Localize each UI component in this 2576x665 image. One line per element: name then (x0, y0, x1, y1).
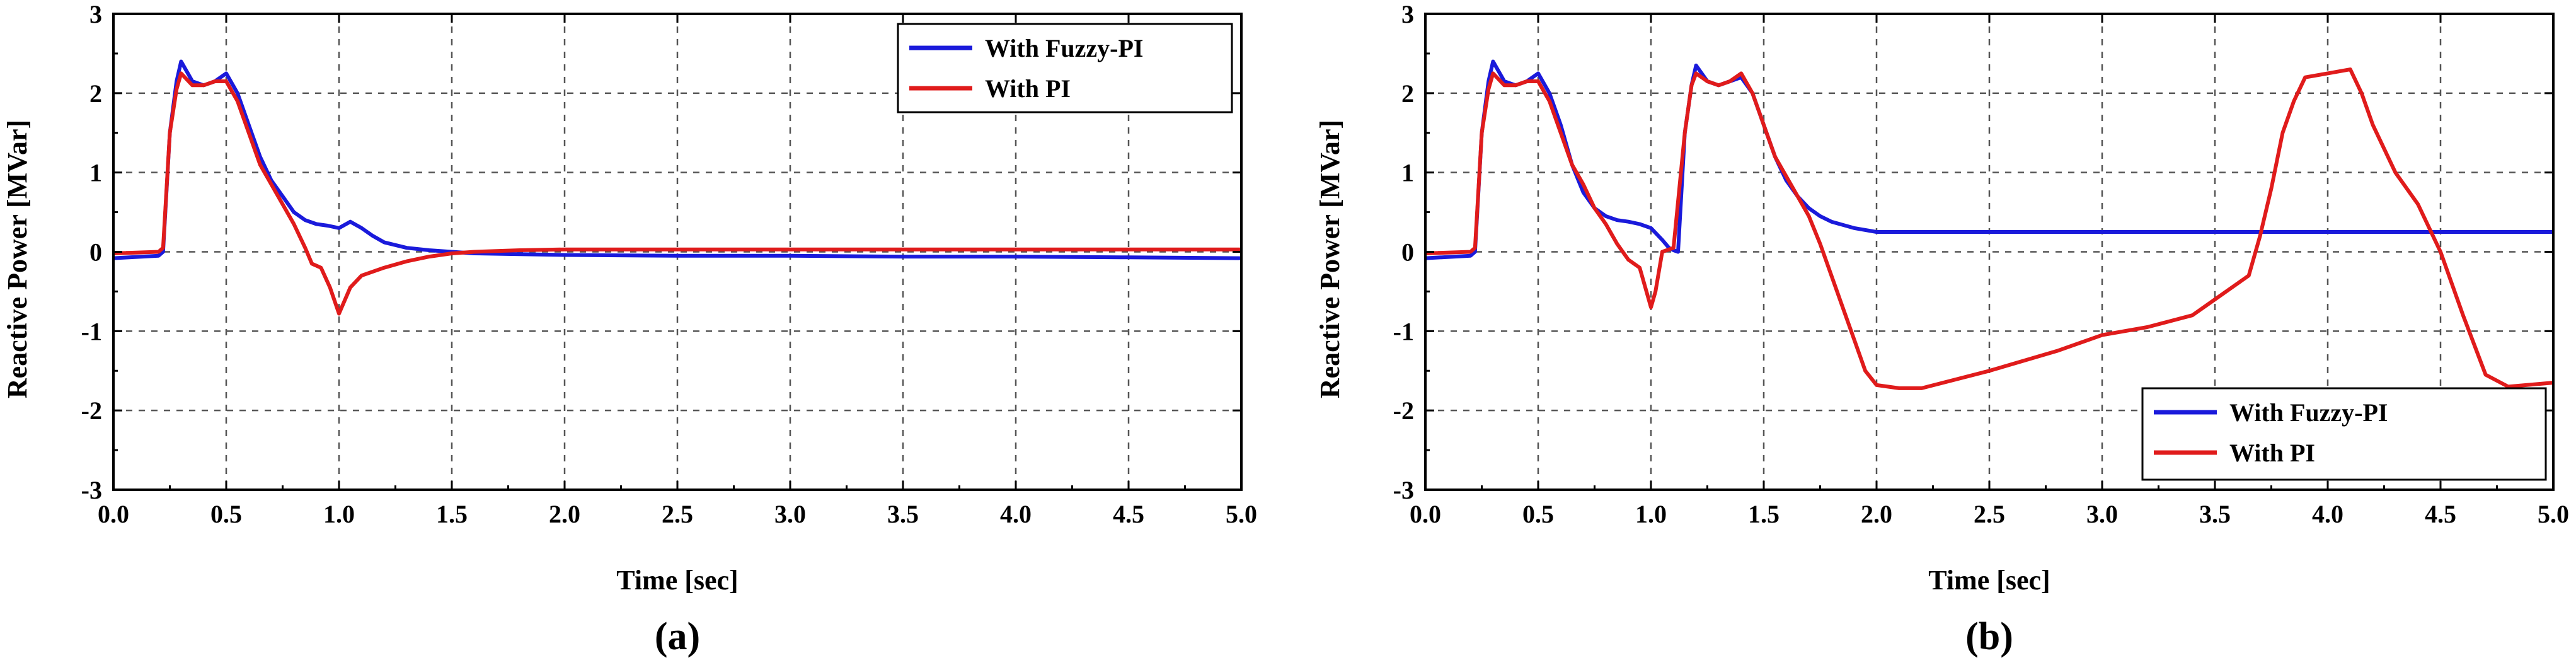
panel-label-b: (b) (1965, 615, 2013, 658)
x-axis-title: Time [sec] (616, 565, 738, 596)
x-tick-label: 1.5 (1748, 500, 1780, 528)
x-tick-label: 2.5 (662, 500, 693, 528)
legend-box (2141, 387, 2547, 481)
x-tick-label: 4.0 (2312, 500, 2343, 528)
series-line-pi (113, 71, 1241, 316)
y-tick-label: 2 (89, 79, 102, 108)
y-tick-label: 0 (89, 238, 102, 267)
panel-label-letter: b (1979, 615, 2000, 658)
x-tick-label: 0.0 (98, 500, 129, 528)
y-tick-label: -2 (1393, 396, 1414, 425)
x-tick-label: 2.0 (549, 500, 580, 528)
x-tick-label: 3.5 (2199, 500, 2231, 528)
y-tick-label: -1 (81, 317, 102, 345)
legend-box (897, 23, 1233, 113)
panel-label-a: (a) (655, 615, 700, 658)
legend-label-pi: With PI (2229, 439, 2315, 467)
legend: With Fuzzy-PI With PI (2141, 387, 2547, 481)
legend: With Fuzzy-PI With PI (897, 23, 1233, 113)
x-tick-label: 4.5 (2425, 500, 2456, 528)
y-tick-label: -1 (1393, 317, 1414, 345)
x-tick-label: 3.5 (887, 500, 919, 528)
y-axis-title: Reactive Power [MVar] (1314, 120, 1345, 398)
y-tick-label: -2 (81, 396, 102, 425)
x-axis-title: Time [sec] (1928, 565, 2050, 596)
x-tick-label: 1.0 (323, 500, 355, 528)
y-tick-label: -3 (81, 476, 102, 504)
x-tick-label: 0.0 (1410, 500, 1441, 528)
x-tick-label: 2.5 (1974, 500, 2005, 528)
y-tick-label: 3 (1401, 0, 1414, 28)
x-tick-label: 1.5 (436, 500, 468, 528)
legend-label-fuzzy-pi: With Fuzzy-PI (2229, 398, 2388, 427)
y-tick-label: 1 (89, 159, 102, 187)
y-tick-label: 0 (1401, 238, 1414, 267)
y-tick-label: 1 (1401, 159, 1414, 187)
chart-panel-b: Reactive Power [MVar] Time [sec] (b) 0.0… (1314, 0, 2569, 658)
y-axis-title: Reactive Power [MVar] (2, 120, 33, 398)
x-tick-label: 5.0 (1226, 500, 1257, 528)
x-tick-label: 4.5 (1113, 500, 1144, 528)
x-tick-label: 0.5 (1522, 500, 1554, 528)
chart-panel-a: Reactive Power [MVar] Time [sec] (a) 0.0… (2, 0, 1257, 658)
legend-label-pi: With PI (985, 74, 1071, 103)
series-line-fuzzy-pi (113, 59, 1242, 260)
y-tick-label: 2 (1401, 79, 1414, 108)
x-tick-label: 0.5 (210, 500, 242, 528)
y-tick-label: 3 (89, 0, 102, 28)
series-line-pi (1425, 67, 2554, 390)
x-tick-label: 2.0 (1861, 500, 1892, 528)
x-tick-label: 4.0 (1000, 500, 1032, 528)
x-tick-label: 1.0 (1635, 500, 1667, 528)
panel-label-letter: a (668, 615, 687, 658)
x-tick-label: 5.0 (2538, 500, 2569, 528)
legend-label-fuzzy-pi: With Fuzzy-PI (985, 34, 1143, 62)
x-tick-label: 3.0 (774, 500, 806, 528)
y-tick-label: -3 (1393, 476, 1414, 504)
x-tick-label: 3.0 (2086, 500, 2118, 528)
